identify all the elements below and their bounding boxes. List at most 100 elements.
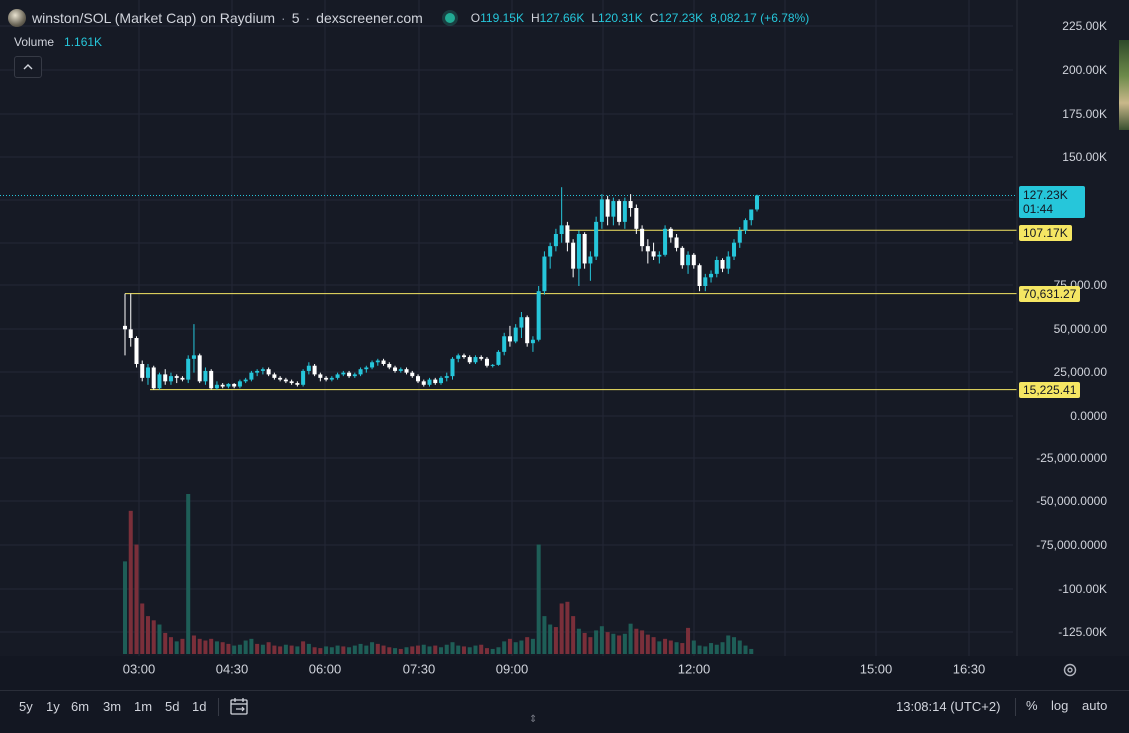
time-axis-label: 07:30	[402, 661, 436, 677]
candle-body	[490, 364, 495, 366]
volume-legend[interactable]: Volume 1.161K	[14, 35, 102, 49]
candle-body	[272, 374, 277, 378]
time-axis-label: 06:00	[308, 661, 342, 677]
range-1y-button[interactable]: 1y	[46, 699, 60, 714]
volume-bar	[283, 644, 288, 654]
volume-bar	[214, 641, 219, 654]
candle-body	[726, 256, 731, 269]
volume-bar	[732, 637, 737, 654]
candle-body	[352, 374, 357, 377]
clock-timezone[interactable]: 13:08:14 (UTC+2)	[896, 699, 1001, 714]
volume-bar	[444, 644, 449, 654]
calendar-range-icon[interactable]	[229, 697, 251, 717]
chart-title: winston/SOL (Market Cap) on Raydium	[32, 10, 276, 26]
volume-bar	[565, 601, 570, 654]
candle-body	[732, 242, 737, 257]
chart-pane[interactable]: winston/SOL (Market Cap) on Raydium · 5 …	[0, 0, 1129, 656]
volume-bar	[703, 646, 708, 654]
candle-body	[594, 221, 599, 257]
pane-resize-handle[interactable]: ⇕	[529, 714, 538, 725]
volume-bar	[525, 637, 530, 654]
volume-bar	[479, 644, 484, 654]
volume-bar	[237, 644, 242, 654]
candle-body	[444, 376, 449, 378]
gear-icon[interactable]	[1062, 662, 1078, 678]
log-scale-button[interactable]: log	[1051, 698, 1069, 713]
collapse-legend-button[interactable]	[14, 56, 42, 78]
price-axis-label: 150.00K	[1062, 150, 1107, 164]
auto-scale-button[interactable]: auto	[1082, 698, 1108, 713]
volume-bar	[197, 638, 202, 654]
volume-bar	[691, 640, 696, 654]
candle-body	[479, 357, 484, 359]
candle-body	[743, 220, 748, 231]
candle-body	[754, 195, 760, 210]
volume-bar	[645, 634, 650, 654]
volume-bar	[410, 646, 415, 654]
volume-bar	[536, 544, 541, 654]
price-axis-label: 200.00K	[1062, 63, 1107, 77]
candle-body	[513, 327, 518, 342]
chart-legend: winston/SOL (Market Cap) on Raydium · 5 …	[8, 8, 809, 28]
token-avatar-icon	[8, 9, 26, 27]
percent-scale-button[interactable]: %	[1026, 698, 1038, 713]
price-axis-label: 25,000.00	[1053, 365, 1107, 379]
background-thumbnail	[1119, 40, 1129, 130]
volume-bar	[347, 647, 352, 654]
level-tag[interactable]: 15,225.41	[1019, 382, 1081, 398]
volume-bar	[611, 633, 616, 654]
candle-body	[318, 374, 323, 378]
candle-body	[663, 228, 668, 255]
candle-body	[438, 377, 444, 384]
candle-body	[582, 234, 587, 264]
candle-body	[691, 254, 696, 266]
volume-bar	[576, 628, 581, 654]
low-label: L	[591, 11, 599, 25]
volume-bar	[191, 635, 196, 654]
volume-bar	[163, 632, 168, 654]
candle-body	[364, 367, 369, 370]
price-axis-label: 50,000.00	[1053, 322, 1107, 336]
volume-bar	[599, 626, 604, 654]
volume-bar	[243, 640, 248, 654]
candle-body	[496, 351, 501, 365]
candle-body	[617, 201, 622, 222]
volume-bar	[651, 637, 656, 654]
volume-bar	[335, 645, 340, 654]
volume-bar	[260, 644, 265, 654]
candle-body	[393, 367, 398, 371]
volume-bar	[209, 638, 214, 654]
range-6m-button[interactable]: 6m	[71, 699, 90, 714]
volume-bar	[519, 640, 524, 654]
volume-bar	[530, 638, 535, 654]
level-tag[interactable]: 107.17K	[1019, 225, 1072, 241]
volume-bar	[668, 640, 673, 654]
level-tag[interactable]: 70,631.27	[1019, 286, 1081, 302]
candle-body	[720, 260, 725, 269]
volume-bar	[375, 643, 380, 654]
candle-body	[186, 358, 191, 380]
candle-body	[634, 208, 639, 229]
volume-bar	[151, 620, 156, 654]
candle-body	[404, 369, 409, 373]
range-3m-button[interactable]: 3m	[103, 699, 122, 714]
range-5y-button[interactable]: 5y	[19, 699, 33, 714]
volume-bar	[628, 623, 633, 654]
candle-body	[645, 246, 650, 252]
range-5d-button[interactable]: 5d	[165, 699, 180, 714]
volume-bar	[582, 632, 587, 654]
candle-body	[375, 360, 380, 363]
candle-body	[347, 372, 352, 377]
candle-body	[174, 376, 179, 378]
market-status-icon[interactable]	[444, 13, 455, 23]
volume-bar	[226, 643, 231, 654]
volume-bar	[686, 627, 691, 654]
range-1m-button[interactable]: 1m	[134, 699, 153, 714]
volume-bar	[657, 641, 662, 654]
volume-bar	[364, 645, 369, 654]
volume-bar	[232, 645, 237, 654]
price-chart[interactable]	[0, 0, 1129, 656]
candle-body	[450, 358, 455, 377]
price-axis-label: -25,000.0000	[1036, 451, 1107, 465]
range-1d-button[interactable]: 1d	[192, 699, 207, 714]
